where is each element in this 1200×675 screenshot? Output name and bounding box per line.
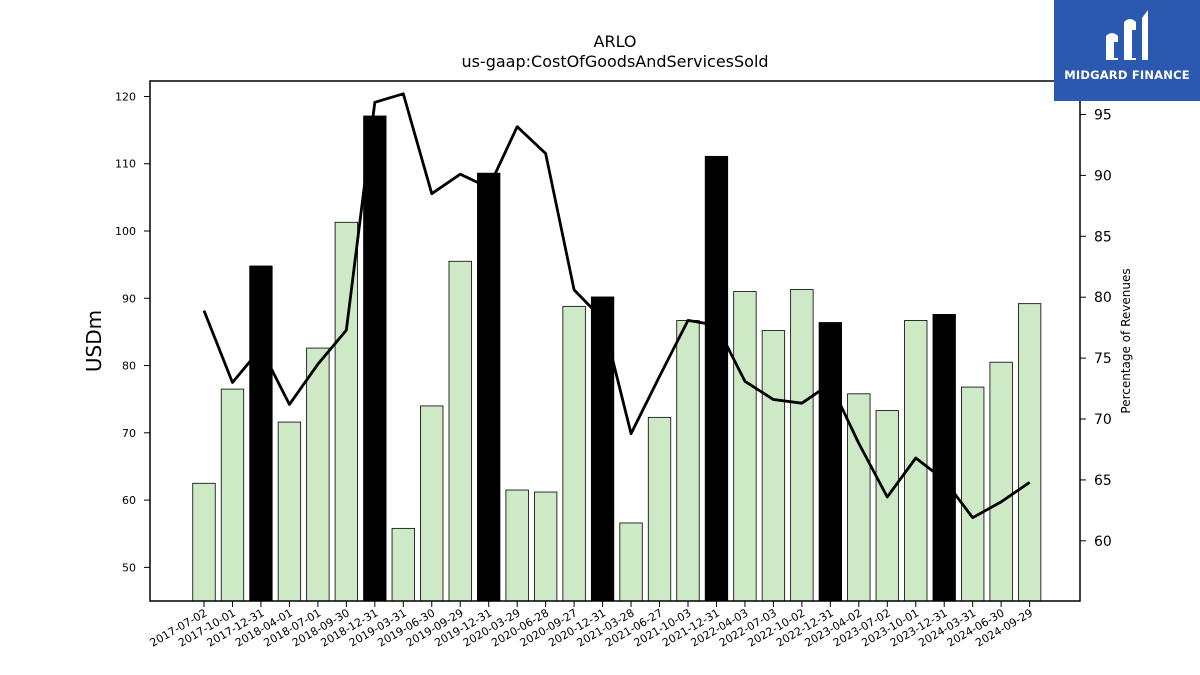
bar bbox=[334, 221, 359, 602]
bar bbox=[562, 305, 586, 602]
y-tick-label: 100 bbox=[115, 225, 136, 238]
y2-axis-label: Percentage of Revenues bbox=[1119, 268, 1133, 413]
bar bbox=[192, 482, 216, 602]
bar bbox=[220, 388, 245, 602]
bar bbox=[761, 330, 786, 602]
bar bbox=[249, 265, 273, 602]
logo-mark-icon bbox=[1106, 10, 1148, 60]
bar bbox=[477, 172, 501, 602]
bar bbox=[619, 522, 643, 602]
bar bbox=[676, 320, 700, 602]
y2-tick-label: 70 bbox=[1094, 412, 1112, 428]
bar bbox=[533, 491, 558, 602]
y-tick-label: 80 bbox=[122, 360, 136, 373]
bar bbox=[904, 320, 928, 602]
y2-tick-label: 95 bbox=[1094, 107, 1112, 123]
y-tick-label: 120 bbox=[115, 90, 136, 103]
bar bbox=[733, 291, 757, 602]
bar bbox=[875, 410, 899, 602]
bar bbox=[391, 527, 415, 602]
bar bbox=[932, 314, 956, 602]
y2-tick-label: 75 bbox=[1094, 351, 1112, 367]
bar bbox=[420, 405, 444, 602]
bar bbox=[277, 421, 302, 602]
y-tick-label: 70 bbox=[122, 427, 136, 440]
bar bbox=[590, 296, 615, 602]
y2-tick-label: 85 bbox=[1094, 229, 1112, 245]
chart-subtitle: us-gaap:CostOfGoodsAndServicesSold bbox=[461, 52, 769, 71]
bar bbox=[790, 289, 814, 602]
x-axis: 2017-07-022017-10-012017-12-312018-04-01… bbox=[148, 601, 1035, 650]
y2-tick-label: 60 bbox=[1094, 534, 1112, 550]
bar bbox=[704, 155, 729, 602]
logo-text: MIDGARD FINANCE bbox=[1064, 68, 1190, 82]
plot-frame bbox=[149, 80, 1081, 602]
bar bbox=[647, 416, 672, 602]
bar-series bbox=[192, 115, 1042, 602]
bar bbox=[448, 260, 472, 602]
left-axis: 50 60 70 80 90 100 110 120 bbox=[115, 90, 150, 574]
bar bbox=[1017, 303, 1042, 602]
series-line bbox=[202, 92, 1031, 520]
y2-tick-label: 90 bbox=[1094, 168, 1112, 184]
bar bbox=[306, 347, 330, 602]
line-series bbox=[202, 92, 1031, 520]
y-tick-label: 90 bbox=[122, 292, 136, 305]
y-tick-label: 50 bbox=[122, 561, 136, 574]
y2-tick-label: 80 bbox=[1094, 290, 1112, 306]
bar bbox=[989, 361, 1013, 602]
bar bbox=[505, 489, 529, 602]
right-axis: 60 65 70 75 80 85 90 95 bbox=[1080, 107, 1112, 550]
bar bbox=[363, 115, 387, 602]
y-axis-label: USDm bbox=[82, 310, 106, 372]
bar bbox=[961, 386, 985, 602]
plot-border bbox=[149, 80, 1081, 602]
y-tick-label: 60 bbox=[122, 494, 136, 507]
y-tick-label: 110 bbox=[115, 158, 136, 171]
midgard-finance-logo: MIDGARD FINANCE bbox=[1054, 0, 1200, 101]
bar bbox=[818, 322, 842, 602]
chart-title: ARLO bbox=[593, 32, 637, 51]
y2-tick-label: 65 bbox=[1094, 473, 1112, 489]
